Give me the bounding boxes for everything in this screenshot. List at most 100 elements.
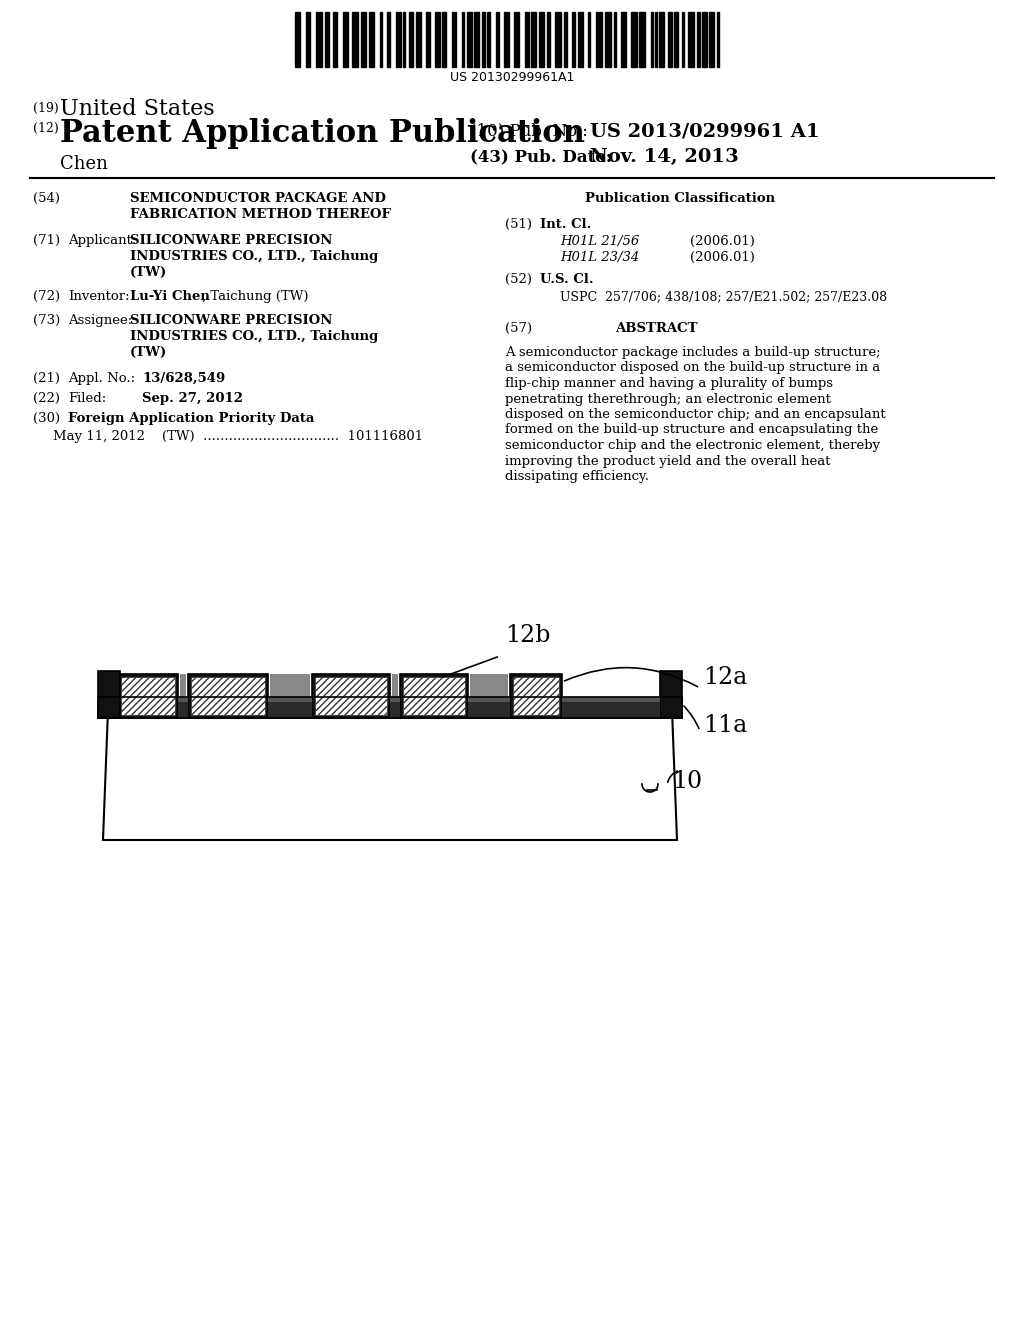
Bar	[605, 12, 611, 67]
Text: 10: 10	[672, 771, 702, 793]
Bar	[270, 675, 310, 702]
Bar	[442, 12, 446, 67]
Polygon shape	[98, 671, 120, 718]
Bar	[315, 677, 387, 715]
Bar	[504, 12, 509, 67]
Bar	[387, 12, 390, 67]
Bar	[316, 12, 322, 67]
Bar	[474, 12, 479, 67]
Text: Applicant:: Applicant:	[68, 234, 136, 247]
Bar	[121, 677, 175, 715]
Text: Lu-Yi Chen: Lu-Yi Chen	[130, 290, 210, 304]
Bar	[468, 702, 510, 718]
Bar	[409, 12, 413, 67]
Bar	[572, 12, 575, 67]
Bar	[482, 12, 485, 67]
Text: Int. Cl.: Int. Cl.	[540, 218, 592, 231]
Bar	[562, 697, 660, 702]
Text: (72): (72)	[33, 290, 60, 304]
Bar	[547, 12, 550, 67]
Text: (10) Pub. No.:: (10) Pub. No.:	[470, 121, 588, 139]
Bar	[688, 12, 694, 67]
Text: Assignee:: Assignee:	[68, 314, 132, 327]
Bar	[435, 12, 440, 67]
Text: (2006.01): (2006.01)	[690, 251, 755, 264]
Bar	[651, 12, 653, 67]
Bar	[268, 697, 312, 702]
Bar	[306, 12, 310, 67]
Text: May 11, 2012    (TW)  ................................  101116801: May 11, 2012 (TW) ......................…	[53, 430, 423, 444]
Bar	[470, 675, 508, 702]
Text: (22): (22)	[33, 392, 60, 405]
Text: (54): (54)	[33, 191, 60, 205]
Bar	[392, 675, 398, 702]
Text: 11a: 11a	[703, 714, 748, 738]
Bar	[639, 12, 645, 67]
Bar	[514, 12, 519, 67]
Bar	[717, 12, 719, 67]
Bar	[468, 697, 510, 702]
Text: United States: United States	[60, 98, 215, 120]
Bar	[562, 702, 660, 718]
Text: U.S. Cl.: U.S. Cl.	[540, 273, 594, 286]
Text: Foreign Application Priority Data: Foreign Application Priority Data	[68, 412, 314, 425]
Text: (TW): (TW)	[130, 267, 167, 279]
Polygon shape	[98, 702, 682, 718]
Text: (12): (12)	[33, 121, 58, 135]
Text: (52): (52)	[505, 273, 532, 286]
Bar	[659, 12, 664, 67]
Polygon shape	[660, 671, 682, 718]
Text: H01L 23/34: H01L 23/34	[560, 251, 639, 264]
Bar	[467, 12, 472, 67]
Bar	[487, 12, 490, 67]
Bar	[380, 12, 382, 67]
Text: (30): (30)	[33, 412, 60, 425]
Bar	[555, 12, 561, 67]
Bar	[496, 12, 499, 67]
Bar	[462, 12, 464, 67]
Text: USPC  257/706; 438/108; 257/E21.502; 257/E23.08: USPC 257/706; 438/108; 257/E21.502; 257/…	[560, 290, 887, 304]
Bar	[596, 12, 602, 67]
Bar	[614, 12, 616, 67]
Bar	[578, 12, 583, 67]
Bar	[674, 12, 678, 67]
Text: 12b: 12b	[505, 624, 550, 648]
Text: Sep. 27, 2012: Sep. 27, 2012	[142, 392, 243, 405]
Bar	[295, 12, 300, 67]
Text: SILICONWARE PRECISION: SILICONWARE PRECISION	[130, 314, 333, 327]
Text: flip-chip manner and having a plurality of bumps: flip-chip manner and having a plurality …	[505, 378, 833, 389]
Bar	[369, 12, 374, 67]
Text: (19): (19)	[33, 102, 58, 115]
Text: a semiconductor disposed on the build-up structure in a: a semiconductor disposed on the build-up…	[505, 362, 881, 375]
Bar	[513, 677, 559, 715]
Text: (43) Pub. Date:: (43) Pub. Date:	[470, 148, 612, 165]
Bar	[178, 702, 188, 718]
Text: SILICONWARE PRECISION: SILICONWARE PRECISION	[130, 234, 333, 247]
Bar	[325, 12, 329, 67]
Text: Chen: Chen	[60, 154, 108, 173]
Bar	[352, 12, 358, 67]
Text: Appl. No.:: Appl. No.:	[68, 372, 135, 385]
Bar	[531, 12, 536, 67]
Text: disposed on the semiconductor chip; and an encapsulant: disposed on the semiconductor chip; and …	[505, 408, 886, 421]
Polygon shape	[103, 710, 677, 840]
Text: Patent Application Publication: Patent Application Publication	[60, 117, 585, 149]
Text: INDUSTRIES CO., LTD., Taichung: INDUSTRIES CO., LTD., Taichung	[130, 330, 378, 343]
Polygon shape	[98, 697, 682, 702]
Bar	[180, 675, 186, 702]
Text: semiconductor chip and the electronic element, thereby: semiconductor chip and the electronic el…	[505, 440, 880, 451]
Text: Filed:: Filed:	[68, 392, 106, 405]
Text: 12a: 12a	[703, 667, 748, 689]
Bar	[452, 12, 456, 67]
Polygon shape	[400, 675, 468, 718]
Text: Publication Classification: Publication Classification	[585, 191, 775, 205]
Text: dissipating efficiency.: dissipating efficiency.	[505, 470, 649, 483]
Text: US 20130299961A1: US 20130299961A1	[450, 71, 574, 84]
Text: (2006.01): (2006.01)	[690, 235, 755, 248]
Bar	[396, 12, 401, 67]
Text: improving the product yield and the overall heat: improving the product yield and the over…	[505, 454, 830, 467]
Bar	[631, 12, 637, 67]
Bar	[390, 697, 400, 702]
Bar	[709, 12, 714, 67]
Text: 13/628,549: 13/628,549	[142, 372, 225, 385]
